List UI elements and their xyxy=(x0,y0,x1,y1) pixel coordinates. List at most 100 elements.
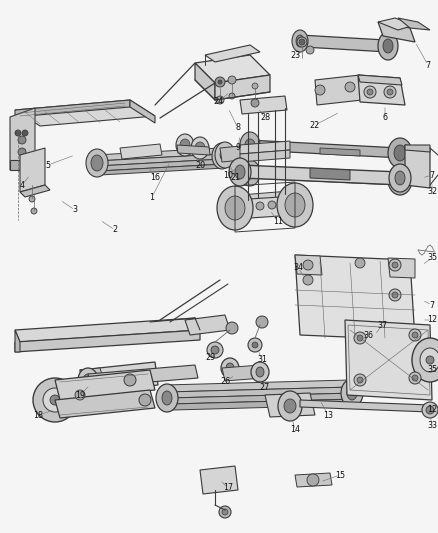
Ellipse shape xyxy=(378,32,398,60)
Text: 8: 8 xyxy=(236,124,240,133)
Ellipse shape xyxy=(207,342,223,358)
Ellipse shape xyxy=(252,83,258,89)
Ellipse shape xyxy=(285,193,305,217)
Polygon shape xyxy=(88,365,198,387)
Text: 16: 16 xyxy=(150,174,160,182)
Text: 17: 17 xyxy=(223,483,233,492)
Text: 4: 4 xyxy=(20,181,25,190)
Ellipse shape xyxy=(217,186,253,230)
Ellipse shape xyxy=(252,342,258,348)
Text: 26: 26 xyxy=(220,377,230,386)
Ellipse shape xyxy=(426,406,434,414)
Ellipse shape xyxy=(277,183,313,227)
Polygon shape xyxy=(99,164,225,175)
Ellipse shape xyxy=(347,386,357,400)
Ellipse shape xyxy=(292,30,308,52)
Ellipse shape xyxy=(18,148,26,156)
Ellipse shape xyxy=(383,39,393,53)
Ellipse shape xyxy=(215,77,225,87)
Ellipse shape xyxy=(212,143,232,169)
Polygon shape xyxy=(240,150,290,162)
Polygon shape xyxy=(240,96,287,114)
Text: 31: 31 xyxy=(257,356,267,365)
Text: 29: 29 xyxy=(205,353,215,362)
Ellipse shape xyxy=(299,39,305,45)
Polygon shape xyxy=(205,45,260,62)
Polygon shape xyxy=(195,55,270,83)
Polygon shape xyxy=(320,148,360,156)
Text: 3: 3 xyxy=(73,206,78,214)
Ellipse shape xyxy=(306,46,314,54)
Ellipse shape xyxy=(409,372,421,384)
Text: 18: 18 xyxy=(33,410,43,419)
Text: 7: 7 xyxy=(429,171,434,180)
Ellipse shape xyxy=(124,374,136,386)
Text: 32: 32 xyxy=(427,188,437,197)
Ellipse shape xyxy=(315,85,325,95)
Ellipse shape xyxy=(191,137,209,159)
Text: 33: 33 xyxy=(427,421,437,430)
Ellipse shape xyxy=(215,142,235,168)
Text: 35: 35 xyxy=(427,254,437,262)
Polygon shape xyxy=(55,370,155,400)
Ellipse shape xyxy=(387,89,393,95)
Polygon shape xyxy=(165,380,352,392)
Ellipse shape xyxy=(384,86,396,98)
Text: 6: 6 xyxy=(382,114,388,123)
Text: 10: 10 xyxy=(223,171,233,180)
Ellipse shape xyxy=(389,259,401,271)
Polygon shape xyxy=(378,22,415,42)
Ellipse shape xyxy=(420,348,438,372)
Ellipse shape xyxy=(245,167,255,179)
Ellipse shape xyxy=(354,374,366,386)
Ellipse shape xyxy=(245,139,255,151)
Ellipse shape xyxy=(303,260,313,270)
Ellipse shape xyxy=(29,196,35,202)
Polygon shape xyxy=(358,75,405,105)
Ellipse shape xyxy=(256,316,268,328)
Polygon shape xyxy=(248,168,400,185)
Polygon shape xyxy=(195,63,215,100)
Polygon shape xyxy=(10,160,35,170)
Ellipse shape xyxy=(388,165,412,195)
Ellipse shape xyxy=(225,196,245,220)
Text: 15: 15 xyxy=(335,471,345,480)
Polygon shape xyxy=(15,100,130,117)
Ellipse shape xyxy=(216,96,224,104)
Ellipse shape xyxy=(162,391,172,405)
Polygon shape xyxy=(80,368,105,387)
Ellipse shape xyxy=(240,160,260,186)
Ellipse shape xyxy=(251,362,269,382)
Polygon shape xyxy=(315,75,362,105)
Ellipse shape xyxy=(75,390,85,400)
Polygon shape xyxy=(248,140,402,158)
Text: 23: 23 xyxy=(290,51,300,60)
Ellipse shape xyxy=(256,367,264,377)
Polygon shape xyxy=(15,330,20,352)
Text: 21: 21 xyxy=(230,174,240,182)
Polygon shape xyxy=(15,330,200,352)
Ellipse shape xyxy=(22,130,28,136)
Ellipse shape xyxy=(345,82,355,92)
Polygon shape xyxy=(215,75,270,100)
Ellipse shape xyxy=(307,474,319,486)
Ellipse shape xyxy=(357,335,363,341)
Polygon shape xyxy=(240,141,290,154)
Ellipse shape xyxy=(297,37,307,47)
Ellipse shape xyxy=(409,329,421,341)
Ellipse shape xyxy=(412,338,438,382)
Ellipse shape xyxy=(240,132,260,158)
Ellipse shape xyxy=(221,358,239,378)
Ellipse shape xyxy=(422,402,438,418)
Ellipse shape xyxy=(219,506,231,518)
Ellipse shape xyxy=(226,363,234,373)
Text: 2: 2 xyxy=(113,225,117,235)
Polygon shape xyxy=(405,145,430,152)
Ellipse shape xyxy=(15,130,21,136)
Ellipse shape xyxy=(248,338,262,352)
Ellipse shape xyxy=(229,93,235,99)
Text: 24: 24 xyxy=(213,98,223,107)
Ellipse shape xyxy=(389,289,401,301)
Ellipse shape xyxy=(355,258,365,268)
Ellipse shape xyxy=(218,80,222,84)
